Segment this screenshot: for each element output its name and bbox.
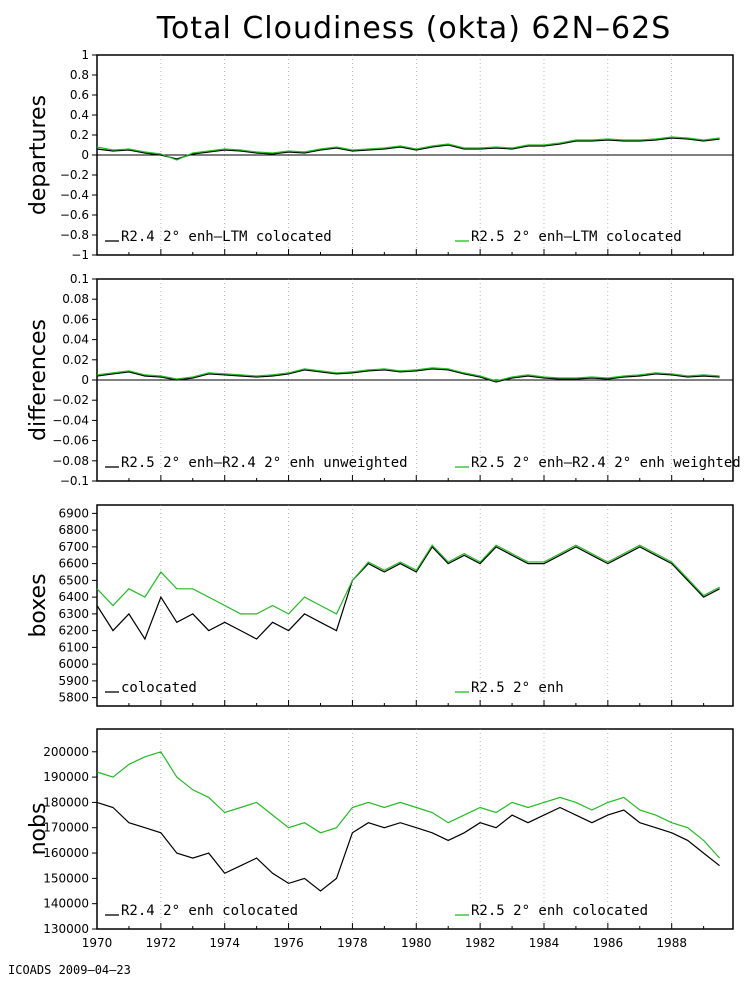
y-tick-label: −0.02 [52,393,89,407]
y-tick-label: 5900 [58,674,89,688]
y-tick-label: 1 [81,48,89,62]
legend-label: R2.5 2° enh–R2.4 2° enh weighted [471,455,741,471]
y-tick-label: 6600 [58,557,89,571]
x-tick-label: 1976 [273,936,304,950]
x-tick-label: 1980 [401,936,432,950]
y-tick-label: 6500 [58,573,89,587]
x-tick-label: 1988 [656,936,687,950]
series-line-black [96,137,720,160]
y-tick-label: 0.6 [70,88,89,102]
legend-label: R2.5 2° enh–LTM colocated [471,229,682,245]
y-tick-label: 6900 [58,506,89,520]
y-tick-label: 0.2 [70,128,89,142]
legend-label: R2.5 2° enh–R2.4 2° enh unweighted [121,455,408,471]
y-tick-label: −0.06 [52,434,89,448]
x-tick-label: 1984 [529,936,560,950]
y-axis-label: boxes [26,573,51,637]
series-line-green [96,367,720,382]
y-tick-label: 130000 [43,922,89,936]
y-tick-label: −0.2 [60,168,89,182]
chart-panels: −1 −0.8 −0.6 −0.4 −0.2 0 0.2 0.4 0.6 0.8 1 departur… [26,48,741,950]
y-tick-label: −0.1 [60,474,89,488]
series-line-black [96,545,720,641]
y-tick-label: 6000 [58,657,89,671]
y-axis-label: differences [26,319,51,441]
y-tick-label: 170000 [43,821,89,835]
y-tick-label: 140000 [43,897,89,911]
y-tick-label: 0.8 [70,68,89,82]
y-tick-label: 0.04 [62,333,89,347]
series-line-green [96,136,720,161]
y-tick-label: 0.4 [70,108,89,122]
y-tick-label: −0.4 [60,188,89,202]
series-line-black [96,368,720,383]
y-tick-label: −0.08 [52,454,89,468]
y-tick-label: 6800 [58,523,89,537]
series-line-green [96,751,721,859]
footer-credit: ICOADS 2009–04–23 [8,963,131,977]
y-tick-label: 180000 [43,795,89,809]
y-axis-label: nobs [26,803,51,856]
y-tick-label: 150000 [43,871,89,885]
legend-label: R2.4 2° enh colocated [121,903,298,919]
x-tick-label: 1972 [146,936,177,950]
chart-title: Total Cloudiness (okta) 62N–62S [156,11,672,46]
series-line-green [96,544,720,615]
x-tick-label: 1970 [82,936,113,950]
y-tick-label: 0 [81,148,89,162]
panel-boxes: 5800 5900 6000 6100 6200 6300 6400 6500 6600 6700… [26,504,734,707]
y-tick-label: 6300 [58,607,89,621]
y-tick-label: 190000 [43,770,89,784]
series-line-black [96,801,720,892]
panel-departures: −1 −0.8 −0.6 −0.4 −0.2 0 0.2 0.4 0.6 0.8 1 departur… [26,48,734,262]
panel-nobs: 130000 140000 150000 160000 170000 180000 1900… [26,728,734,950]
y-tick-label: 0.06 [62,312,89,326]
y-axis-label: departures [26,95,51,215]
panel-differences: −0.1 −0.08 −0.06 −0.04 −0.02 0 0.02 0.04 0.06 0.0… [26,272,741,488]
legend-label: colocated [121,680,197,696]
y-tick-label: 6200 [58,624,89,638]
y-tick-label: −0.6 [60,208,89,222]
legend-label: R2.5 2° enh colocated [471,903,648,919]
y-tick-label: 6400 [58,590,89,604]
y-tick-label: 5800 [58,691,89,705]
y-tick-label: −0.8 [60,228,89,242]
y-tick-label: 0.02 [62,353,89,367]
y-tick-label: 160000 [43,846,89,860]
x-tick-label: 1978 [337,936,368,950]
plot-frame [96,728,734,930]
x-tick-label: 1974 [209,936,240,950]
y-tick-label: 0 [81,373,89,387]
x-tick-label: 1982 [465,936,496,950]
x-tick-label: 1986 [593,936,624,950]
y-tick-label: −0.04 [52,413,89,427]
y-tick-label: 200000 [43,745,89,759]
y-tick-label: 6100 [58,640,89,654]
legend-label: R2.4 2° enh–LTM colocated [121,229,332,245]
y-tick-label: −1 [71,248,89,262]
plot-frame [96,504,734,707]
y-tick-label: 0.08 [62,292,89,306]
y-tick-label: 0.1 [70,272,89,286]
y-tick-label: 6700 [58,540,89,554]
legend-label: R2.5 2° enh [471,680,564,696]
